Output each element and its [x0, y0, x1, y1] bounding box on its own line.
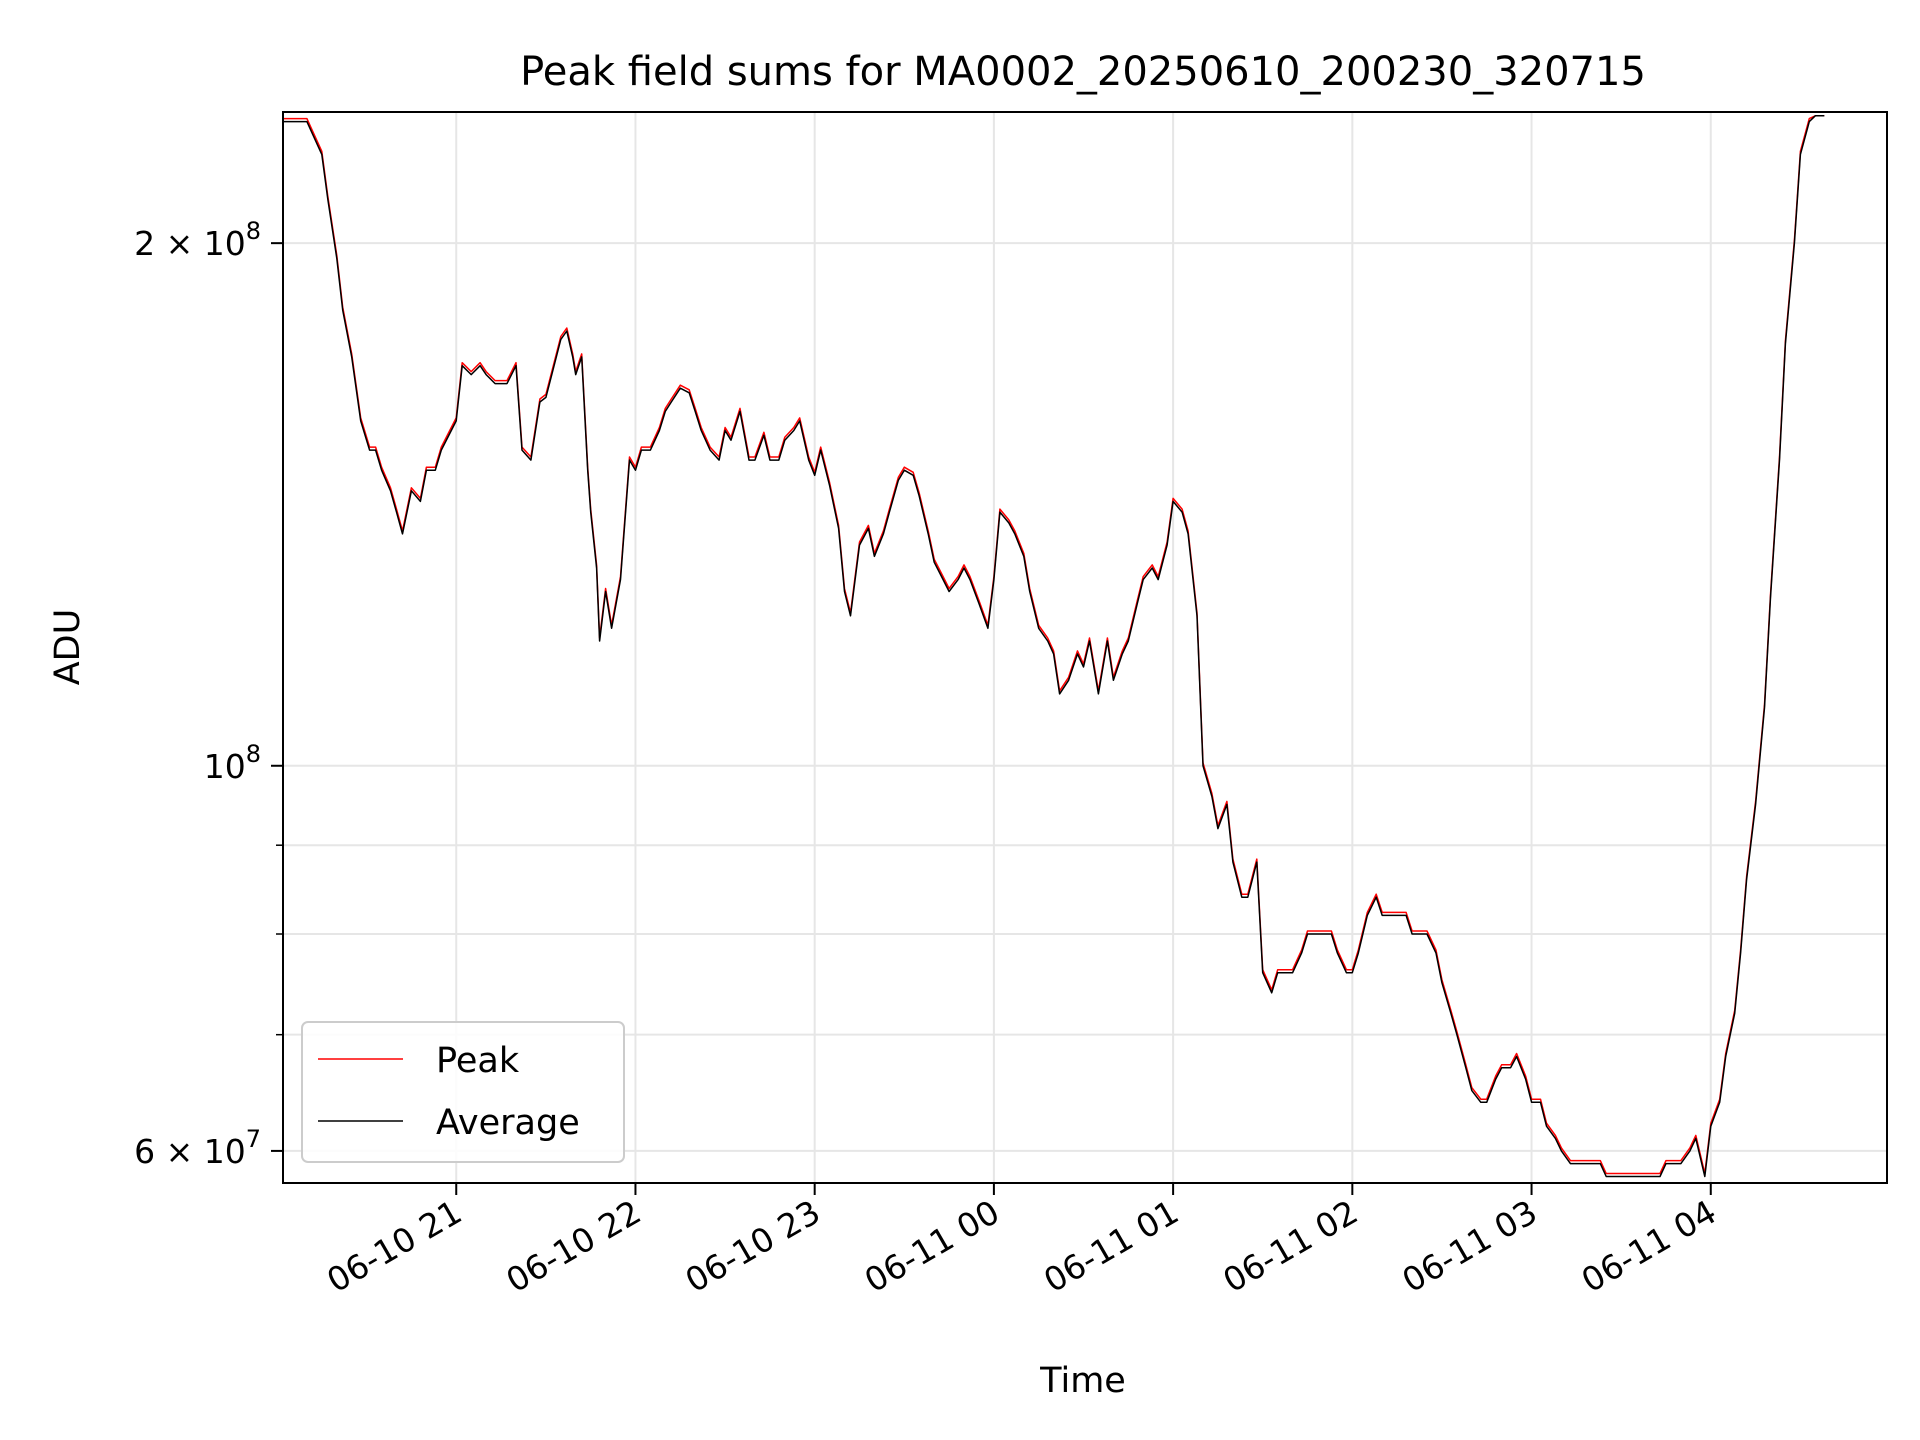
legend-box: [301, 1021, 625, 1163]
legend: Peak Average: [301, 1021, 625, 1163]
chart-title: Peak field sums for MA0002_20250610_2002…: [520, 49, 1646, 95]
legend-label-average: Average: [436, 1103, 580, 1143]
legend-label-peak: Peak: [436, 1041, 520, 1081]
plot-frame: [282, 111, 1888, 1184]
x-axis-label: Time: [1039, 1361, 1126, 1401]
y-tick-label: 108: [204, 740, 261, 786]
y-axis-label: ADU: [48, 609, 88, 686]
y-tick-label: 6 × 107: [134, 1125, 261, 1171]
series-layer: [283, 115, 1825, 1178]
grid-lines: [283, 112, 1887, 1183]
series-line-average: [283, 115, 1825, 1178]
y-tick-label: 2 × 108: [134, 217, 261, 263]
